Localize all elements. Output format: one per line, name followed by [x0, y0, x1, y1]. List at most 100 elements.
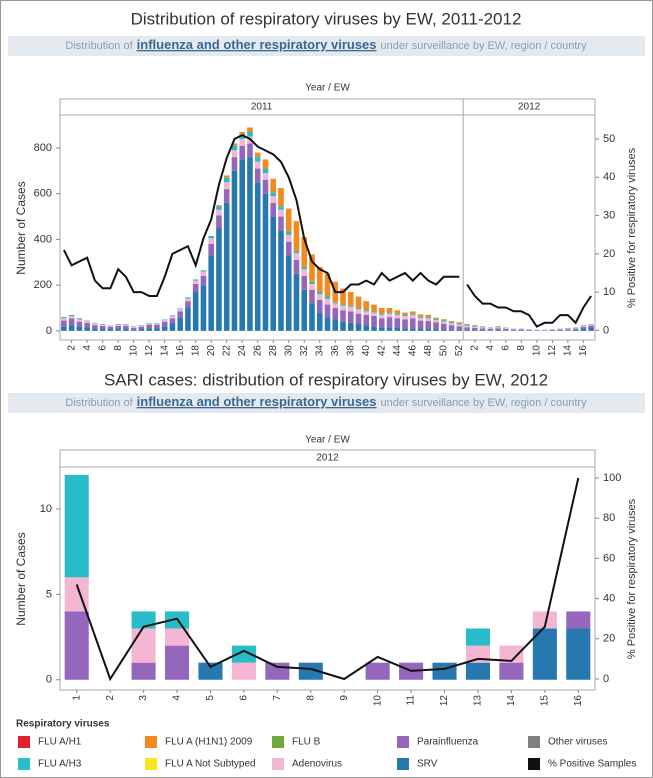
bar-segment: [270, 178, 277, 193]
x-tick-label: 28: [268, 345, 279, 357]
bar-segment: [340, 305, 346, 311]
bar-segment: [99, 324, 106, 326]
bar-segment: [247, 143, 253, 158]
legend-label: FLU A (H1N1) 2009: [165, 737, 253, 748]
bar-segment: [138, 325, 145, 327]
x-tick-label: 26: [252, 345, 263, 357]
bar-segment: [123, 325, 129, 329]
bar-segment: [363, 311, 370, 315]
bar-segment: [363, 301, 370, 311]
legend-swatch: [145, 758, 157, 770]
bar-segment: [503, 329, 509, 331]
line-series: [63, 133, 460, 297]
bar-segment: [107, 329, 114, 331]
bar-segment: [499, 645, 524, 663]
bar-segment: [223, 189, 230, 203]
x-tick-label: 44: [392, 345, 403, 357]
bar-segment: [448, 325, 455, 330]
bar-segment: [198, 662, 223, 680]
bar-segment: [262, 168, 269, 174]
y2-tick-label: 100: [603, 472, 621, 484]
bar-segment: [386, 313, 393, 318]
bar-segment: [580, 326, 587, 329]
bar-segment: [433, 317, 439, 319]
bar-segment: [510, 329, 517, 331]
bar-segment: [394, 318, 401, 328]
x-tick-label: 18: [190, 345, 201, 357]
bar-segment: [378, 308, 385, 314]
bar-segment: [588, 324, 594, 326]
x-tick-label: 16: [175, 345, 186, 357]
bar-segment: [433, 329, 439, 331]
bar-segment: [185, 308, 191, 331]
line-series: [466, 283, 592, 328]
bar-segment: [441, 329, 447, 331]
bar-segment: [456, 329, 463, 331]
subtitle-link: influenza and other respiratory viruses: [137, 394, 377, 409]
legend-label: % Positive Samples: [548, 759, 636, 770]
bar-segment: [448, 322, 455, 324]
bar-segment: [347, 306, 354, 312]
bar-segment: [130, 326, 137, 328]
bar-segment: [495, 327, 501, 329]
bar-segment: [465, 662, 491, 680]
bar-segment: [324, 298, 331, 305]
y2-tick-label: 20: [603, 248, 615, 260]
y-axis-title: Number of Cases: [14, 532, 28, 625]
bar-segment: [417, 317, 424, 321]
y2-tick-label: 20: [603, 633, 615, 645]
bar-segment: [208, 255, 214, 331]
bar-segment: [365, 662, 390, 680]
bar-segment: [464, 327, 470, 330]
bar-segment: [146, 323, 152, 325]
bar-segment: [76, 321, 83, 327]
bar-segment: [76, 319, 83, 322]
legend-swatch: [528, 736, 540, 748]
bar-segment: [355, 324, 362, 331]
bar-segment: [185, 297, 191, 299]
bar-segment: [464, 325, 470, 328]
legend-title: Respiratory viruses: [16, 719, 110, 730]
y2-tick-label: 40: [603, 592, 615, 604]
bar-segment: [371, 311, 377, 313]
subtitle-band: [8, 36, 645, 56]
bar-segment: [479, 326, 486, 328]
bar-segment: [371, 312, 377, 316]
y2-tick-label: 30: [603, 209, 615, 221]
subtitle-link: influenza and other respiratory viruses: [137, 37, 377, 52]
x-tick-label: 42: [376, 345, 387, 357]
x-tick-label: 14: [159, 345, 170, 357]
bar-segment: [293, 260, 300, 274]
bar-segment: [192, 292, 199, 331]
legend-label: SRV: [417, 759, 438, 770]
bar-segment: [565, 328, 571, 330]
bar-segment: [298, 662, 323, 680]
bar-segment: [355, 296, 362, 308]
bar-segment: [472, 327, 478, 330]
bar-segment: [154, 324, 160, 329]
bar-segment: [417, 314, 424, 317]
bar-segment: [208, 236, 214, 239]
bar-segment: [154, 323, 160, 325]
bar-segment: [588, 327, 594, 331]
bar-segment: [340, 288, 346, 305]
bar-segment: [200, 285, 207, 331]
bar-segment: [262, 173, 269, 180]
bar-segment: [278, 209, 284, 217]
bar-segment: [200, 271, 207, 276]
x-tick-label: 30: [283, 345, 294, 357]
bar-segment: [64, 611, 89, 680]
legend-label: Parainfluenza: [417, 737, 479, 748]
bar-segment: [503, 330, 509, 331]
bar-segment: [433, 319, 439, 323]
bar-segment: [316, 300, 323, 313]
bar-segment: [223, 202, 230, 331]
bar-segment: [107, 326, 114, 330]
bar-segment: [441, 323, 447, 330]
bar-segment: [417, 316, 424, 318]
bar-segment: [441, 319, 447, 321]
bar-segment: [518, 329, 525, 331]
x-tick-label: 46: [407, 345, 418, 357]
bar-segment: [309, 289, 315, 304]
bar-segment: [216, 209, 222, 216]
